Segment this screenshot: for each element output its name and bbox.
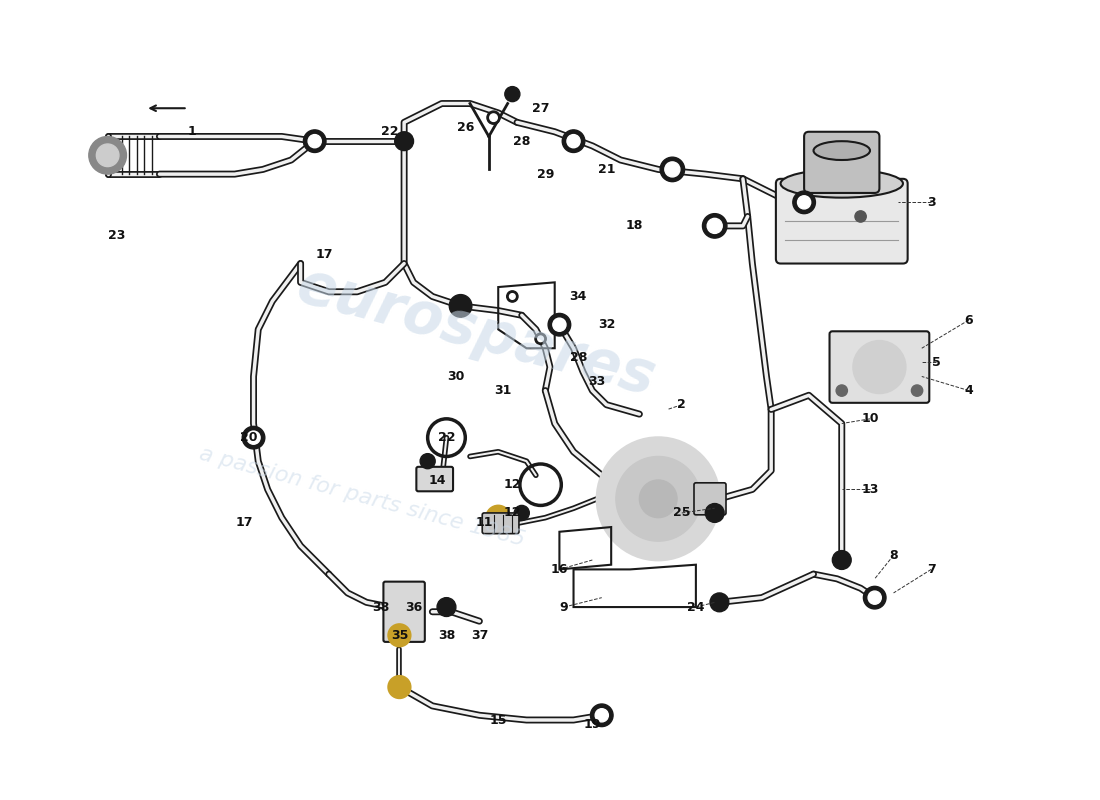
Circle shape: [703, 214, 727, 238]
Text: 8: 8: [889, 549, 898, 562]
Circle shape: [437, 598, 455, 617]
Text: 12: 12: [504, 506, 521, 519]
Circle shape: [664, 162, 680, 177]
Circle shape: [833, 550, 851, 570]
Text: 29: 29: [537, 168, 554, 181]
Circle shape: [507, 291, 518, 302]
Circle shape: [486, 506, 510, 530]
Text: 2: 2: [678, 398, 686, 411]
Circle shape: [710, 593, 729, 612]
Text: 27: 27: [531, 102, 549, 114]
Text: 7: 7: [927, 563, 936, 576]
Circle shape: [793, 191, 815, 214]
Text: 37: 37: [471, 629, 488, 642]
Circle shape: [553, 318, 566, 331]
Text: 17: 17: [316, 248, 333, 261]
Text: 17: 17: [235, 516, 253, 529]
Text: 6: 6: [965, 314, 974, 326]
Text: eurospares: eurospares: [292, 257, 662, 407]
Text: 25: 25: [673, 506, 691, 519]
Circle shape: [639, 480, 678, 518]
Text: 5: 5: [932, 356, 940, 369]
Circle shape: [449, 294, 472, 317]
Text: 24: 24: [688, 601, 705, 614]
Circle shape: [490, 114, 497, 122]
Text: 14: 14: [428, 474, 446, 486]
Text: 34: 34: [570, 290, 587, 303]
FancyBboxPatch shape: [694, 483, 726, 515]
Circle shape: [242, 426, 265, 449]
Circle shape: [388, 624, 410, 646]
Text: 36: 36: [405, 601, 422, 614]
Circle shape: [855, 211, 866, 222]
FancyBboxPatch shape: [804, 132, 879, 193]
Text: 38: 38: [438, 629, 455, 642]
Text: 19: 19: [584, 718, 601, 731]
Circle shape: [707, 218, 723, 234]
Text: 13: 13: [861, 483, 879, 496]
Circle shape: [548, 314, 571, 336]
Text: 22: 22: [438, 431, 455, 444]
Text: 12: 12: [504, 478, 521, 491]
Circle shape: [591, 704, 613, 726]
Text: 38: 38: [372, 601, 389, 614]
Circle shape: [597, 438, 719, 560]
Text: 23: 23: [109, 229, 125, 242]
Text: 9: 9: [560, 601, 569, 614]
Circle shape: [538, 336, 543, 342]
Text: 3: 3: [927, 196, 935, 209]
Text: 31: 31: [494, 384, 512, 397]
Text: 28: 28: [513, 134, 530, 148]
Circle shape: [514, 506, 529, 521]
Circle shape: [854, 341, 905, 394]
Ellipse shape: [781, 170, 903, 198]
Circle shape: [246, 431, 260, 444]
FancyBboxPatch shape: [829, 331, 930, 403]
Circle shape: [595, 709, 608, 722]
Circle shape: [836, 385, 847, 396]
Text: 18: 18: [626, 219, 644, 232]
Circle shape: [562, 130, 585, 153]
Text: 32: 32: [597, 318, 615, 331]
Circle shape: [395, 132, 414, 150]
Text: 33: 33: [588, 374, 606, 388]
Text: 4: 4: [965, 384, 974, 397]
Text: 21: 21: [597, 163, 615, 176]
Circle shape: [420, 454, 436, 469]
Circle shape: [505, 86, 520, 102]
Circle shape: [616, 457, 701, 541]
Text: 26: 26: [456, 121, 474, 134]
Circle shape: [308, 134, 321, 148]
Text: 10: 10: [861, 412, 879, 426]
FancyBboxPatch shape: [384, 582, 425, 642]
Circle shape: [798, 196, 811, 209]
Circle shape: [660, 157, 684, 182]
Circle shape: [705, 503, 724, 522]
Circle shape: [509, 294, 515, 299]
Text: 11: 11: [475, 516, 493, 529]
Text: 30: 30: [448, 370, 464, 383]
Circle shape: [535, 333, 547, 345]
Text: 1: 1: [188, 126, 197, 138]
Circle shape: [912, 385, 923, 396]
Text: 28: 28: [570, 351, 587, 364]
Text: 16: 16: [551, 563, 568, 576]
Circle shape: [566, 134, 580, 148]
Ellipse shape: [814, 141, 870, 160]
Text: 35: 35: [390, 629, 408, 642]
Circle shape: [868, 591, 881, 604]
Text: a passion for parts since 1985: a passion for parts since 1985: [197, 443, 527, 550]
Text: 15: 15: [490, 714, 507, 726]
Circle shape: [304, 130, 326, 153]
FancyBboxPatch shape: [417, 467, 453, 491]
Circle shape: [97, 144, 119, 166]
Text: 22: 22: [382, 126, 398, 138]
Circle shape: [89, 137, 127, 174]
Circle shape: [487, 111, 500, 124]
FancyBboxPatch shape: [776, 179, 908, 263]
FancyBboxPatch shape: [482, 513, 519, 534]
Circle shape: [864, 586, 886, 609]
Text: 20: 20: [240, 431, 257, 444]
Circle shape: [388, 676, 410, 698]
